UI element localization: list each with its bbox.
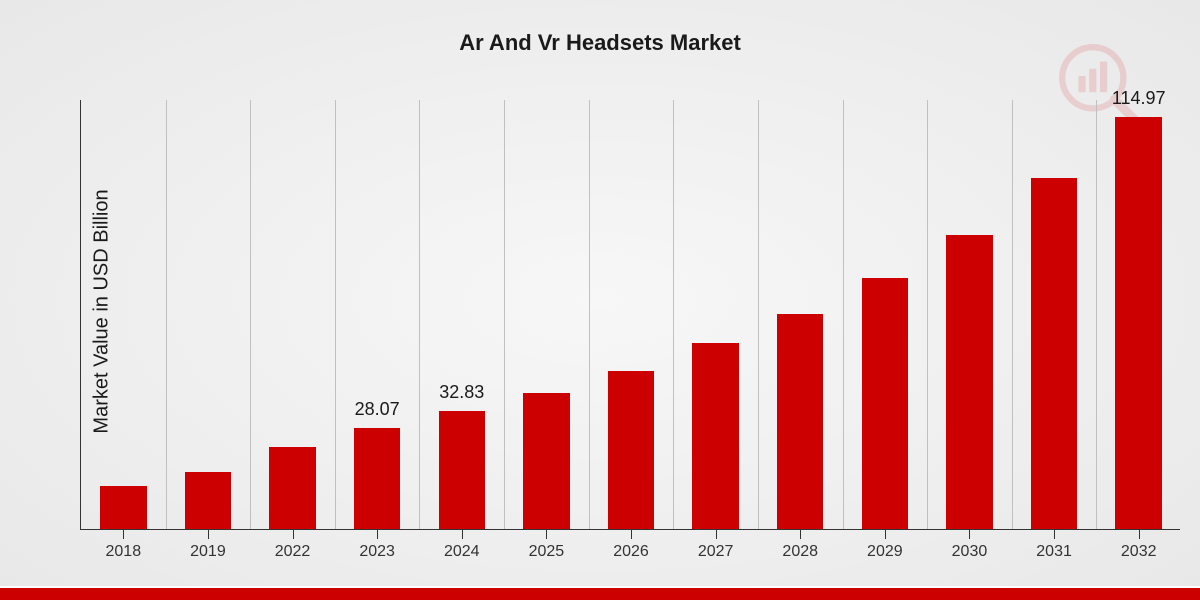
x-category-label: 2031: [1036, 543, 1072, 561]
x-tick: [123, 529, 124, 539]
grid-line: [335, 100, 336, 529]
bar-value-label: 114.97: [1112, 88, 1166, 109]
grid-line: [927, 100, 928, 529]
bar: [862, 278, 909, 529]
bar: [608, 371, 655, 529]
x-category-label: 2030: [952, 543, 988, 561]
bar: [269, 447, 316, 529]
x-category-label: 2029: [867, 543, 903, 561]
x-category-label: 2023: [359, 543, 395, 561]
chart-title: Ar And Vr Headsets Market: [0, 30, 1200, 56]
grid-line: [166, 100, 167, 529]
grid-line: [504, 100, 505, 529]
bar: [1031, 178, 1078, 529]
bar-value-label: 32.83: [439, 382, 484, 403]
grid-line: [1096, 100, 1097, 529]
grid-line: [843, 100, 844, 529]
grid-line: [1012, 100, 1013, 529]
x-tick: [1054, 529, 1055, 539]
bar: [692, 343, 739, 529]
x-tick: [546, 529, 547, 539]
x-tick: [1139, 529, 1140, 539]
bar: [100, 486, 147, 529]
x-category-label: 2018: [106, 543, 142, 561]
x-tick: [462, 529, 463, 539]
bar: [777, 314, 824, 529]
x-tick: [969, 529, 970, 539]
x-category-label: 2027: [698, 543, 734, 561]
bar: [523, 393, 570, 529]
x-tick: [885, 529, 886, 539]
x-tick: [716, 529, 717, 539]
bar: [439, 411, 486, 529]
x-tick: [293, 529, 294, 539]
grid-line: [250, 100, 251, 529]
x-category-label: 2022: [275, 543, 311, 561]
bar: [946, 235, 993, 529]
x-tick: [631, 529, 632, 539]
x-category-label: 2028: [782, 543, 818, 561]
footer-band: [0, 588, 1200, 600]
x-tick: [208, 529, 209, 539]
x-tick: [377, 529, 378, 539]
bar: [354, 428, 401, 529]
x-tick: [800, 529, 801, 539]
x-category-label: 2019: [190, 543, 226, 561]
plot-area: 20182019202228.07202332.8320242025202620…: [80, 100, 1180, 530]
x-category-label: 2024: [444, 543, 480, 561]
bar: [1115, 117, 1162, 529]
bar: [185, 472, 232, 529]
x-category-label: 2032: [1121, 543, 1157, 561]
grid-line: [673, 100, 674, 529]
grid-line: [758, 100, 759, 529]
bar-value-label: 28.07: [355, 399, 400, 420]
chart-container: Ar And Vr Headsets Market Market Value i…: [0, 0, 1200, 600]
grid-line: [589, 100, 590, 529]
x-category-label: 2025: [529, 543, 565, 561]
x-category-label: 2026: [613, 543, 649, 561]
grid-line: [419, 100, 420, 529]
